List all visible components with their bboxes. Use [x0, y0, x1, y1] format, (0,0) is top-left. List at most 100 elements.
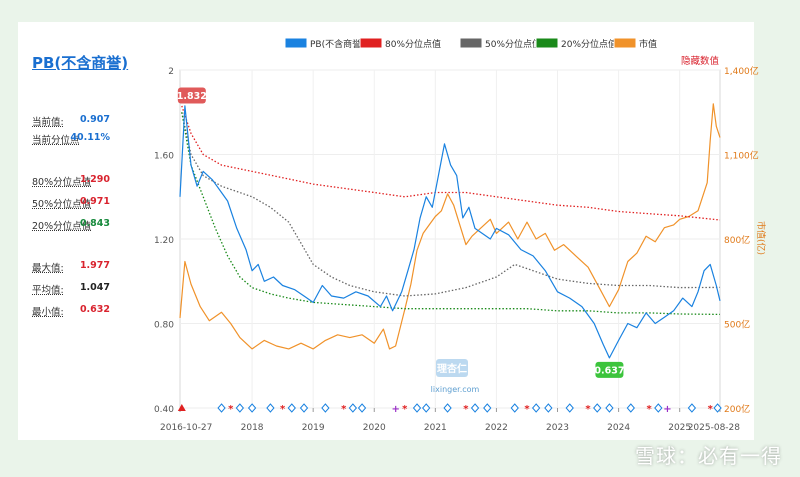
y-left-tick-label: 2	[168, 67, 174, 77]
legend-label: 50%分位点值	[485, 38, 541, 50]
annotation-badge	[595, 361, 624, 378]
event-marker[interactable]: *	[524, 404, 530, 415]
event-marker[interactable]	[321, 403, 330, 413]
event-marker[interactable]	[348, 403, 358, 413]
y-right-axis-label: 市值(亿)	[755, 221, 767, 255]
legend: PB(不含商誉) 80%分位点值 50%分位点值 20%分位点值 市值	[284, 37, 657, 50]
legend-swatch	[613, 37, 637, 49]
event-marker[interactable]: *	[585, 404, 591, 415]
series-line	[179, 105, 721, 359]
event-marker[interactable]: *	[402, 404, 408, 415]
y-right-tick-label: 1,100亿	[724, 150, 759, 162]
annotations: 1.832 0.637	[177, 87, 624, 378]
event-marker[interactable]	[531, 403, 541, 413]
legend-label: 80%分位点值	[385, 38, 441, 50]
event-marker[interactable]	[177, 404, 186, 411]
event-marker[interactable]	[443, 403, 452, 413]
x-tick-label: 2025	[668, 423, 691, 433]
legend-item[interactable]: 市值	[613, 37, 657, 50]
event-markers: * * * + * * * * * + *	[177, 403, 722, 415]
watermark: 雪球：必有一得	[635, 444, 782, 468]
event-marker[interactable]: +	[663, 404, 671, 415]
x-tick-label: 2019	[302, 423, 325, 433]
stat-label: 20%分位点值	[32, 221, 92, 232]
event-marker[interactable]	[687, 403, 697, 413]
event-marker[interactable]: *	[708, 404, 714, 415]
stat-label: 50%分位点值	[32, 199, 92, 210]
logo-badge	[436, 359, 468, 377]
y-right-tick-label: 200亿	[724, 403, 750, 415]
event-marker[interactable]	[470, 403, 480, 413]
legend-item[interactable]: 80%分位点值	[359, 37, 441, 50]
lixinger-logo: 理杏仁 lixinger.com	[431, 359, 480, 394]
y-left-tick-label: 0.40	[154, 405, 174, 415]
event-marker[interactable]	[287, 403, 296, 413]
event-marker[interactable]: *	[647, 404, 653, 415]
event-marker[interactable]	[357, 403, 367, 413]
event-marker[interactable]	[247, 403, 257, 413]
event-marker[interactable]	[713, 403, 722, 413]
stat-label: 最大值:	[32, 263, 64, 274]
event-marker[interactable]: +	[391, 404, 399, 415]
event-marker[interactable]	[544, 403, 553, 413]
event-marker[interactable]	[593, 403, 602, 413]
stat-value: 1.290	[79, 174, 110, 185]
x-tick-label: 2023	[546, 423, 569, 433]
stat-value: 40.11%	[70, 132, 110, 143]
stat-label: 80%分位点值	[32, 177, 92, 188]
stat-label: 平均值:	[32, 285, 64, 296]
legend-item[interactable]: 20%分位点值	[535, 37, 617, 50]
stat-value: 0.843	[79, 218, 110, 229]
legend-swatch	[284, 37, 308, 49]
axes: 2 1.60 1.20 0.80 0.40 1,400亿 1,100亿 800亿 500亿 200…	[154, 65, 767, 433]
legend-label: 市值	[639, 38, 657, 50]
event-marker[interactable]: *	[341, 404, 347, 415]
series-layer	[179, 103, 721, 359]
event-marker[interactable]	[235, 403, 245, 413]
event-marker[interactable]	[412, 403, 422, 413]
legend-swatch	[459, 37, 483, 49]
x-tick-label: 2024	[607, 423, 630, 433]
event-marker[interactable]: *	[280, 404, 286, 415]
event-marker[interactable]	[217, 403, 226, 413]
event-marker[interactable]	[483, 403, 492, 413]
stat-label: 当前分位点	[32, 135, 80, 146]
grid	[179, 69, 721, 409]
legend-item[interactable]: PB(不含商誉)	[284, 37, 365, 50]
event-marker[interactable]	[266, 403, 275, 413]
legend-item[interactable]: 50%分位点值	[459, 37, 541, 50]
annotation-label: 1.832	[177, 91, 207, 102]
event-marker[interactable]	[510, 403, 519, 413]
y-right-tick-label: 1,400亿	[724, 65, 759, 77]
x-tick-label: 2021	[424, 423, 447, 433]
stat-value: 0.971	[79, 196, 110, 207]
stat-value: 0.632	[79, 304, 110, 315]
event-marker[interactable]	[605, 403, 614, 413]
legend-label: 20%分位点值	[561, 38, 617, 50]
x-tick-label: 2020	[363, 423, 386, 433]
event-marker[interactable]	[565, 403, 574, 413]
y-right-tick-label: 500亿	[724, 319, 750, 331]
series-line	[179, 103, 721, 350]
series-line	[181, 112, 721, 297]
logo-text-cn: 理杏仁	[437, 362, 467, 375]
event-marker[interactable]	[299, 403, 309, 413]
event-marker[interactable]	[654, 403, 663, 413]
x-tick-label: 2022	[485, 423, 508, 433]
x-tick-label: 2018	[241, 423, 264, 433]
hide-values-link[interactable]: 隐藏数值	[681, 55, 720, 67]
series-line	[181, 112, 721, 316]
event-marker[interactable]: *	[463, 404, 469, 415]
x-tick-label: 2016-10-27	[160, 423, 212, 433]
event-marker[interactable]: *	[228, 404, 234, 415]
metric-title[interactable]: PB(不含商誉)	[32, 54, 129, 72]
legend-swatch	[535, 37, 559, 49]
event-marker[interactable]	[422, 403, 431, 413]
event-marker[interactable]	[626, 403, 635, 413]
y-left-tick-label: 0.80	[154, 321, 174, 331]
legend-label: PB(不含商誉)	[310, 38, 365, 50]
annotation-badge	[177, 87, 206, 104]
stat-value: 0.907	[79, 114, 110, 125]
x-tick-label: 2025-08-28	[688, 423, 741, 433]
